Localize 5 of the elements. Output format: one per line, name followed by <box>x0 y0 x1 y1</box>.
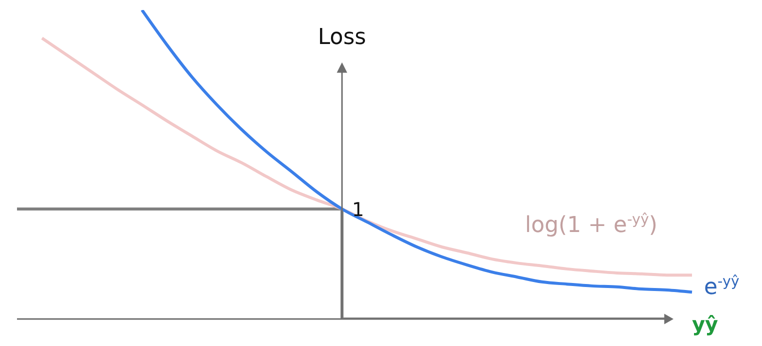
annotation: 1 <box>352 198 364 221</box>
series-label: e$^{-yŷ}$ <box>704 274 740 300</box>
y-axis-title: Loss <box>318 25 366 50</box>
series-label: log(1 + e$^{-yŷ}$) <box>525 212 658 238</box>
x-axis-title: yŷ <box>692 312 718 336</box>
